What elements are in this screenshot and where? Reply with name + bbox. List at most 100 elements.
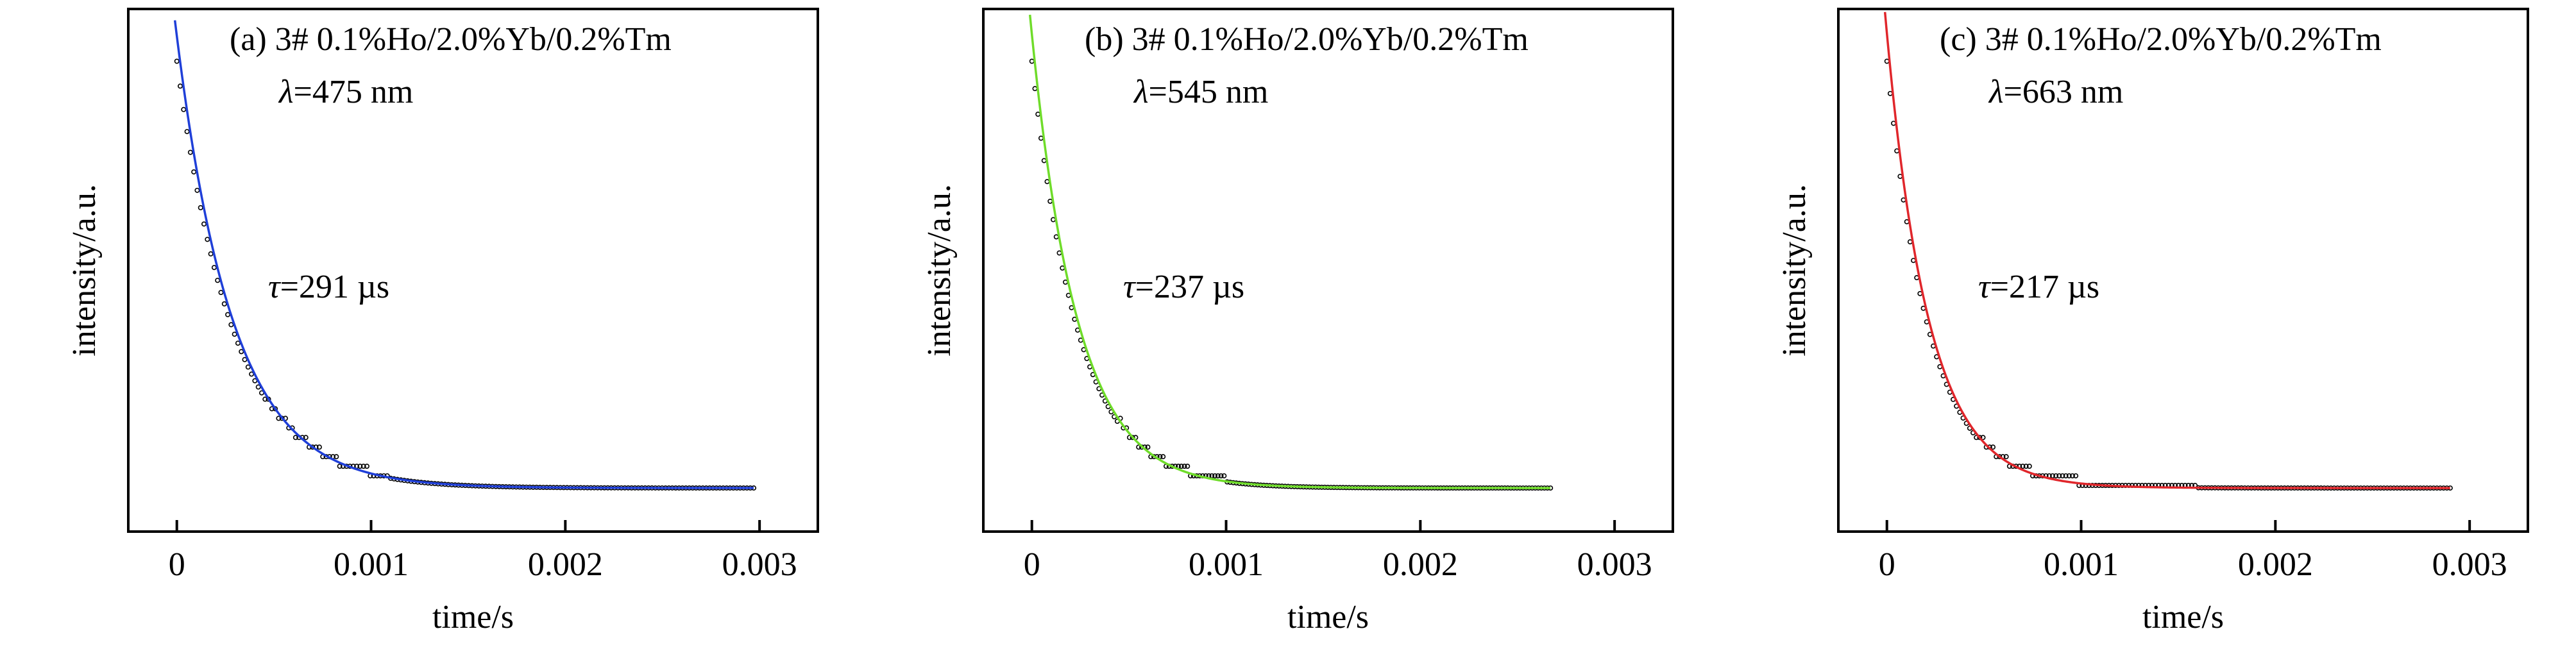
data-point: [225, 312, 231, 317]
data-point: [194, 187, 200, 193]
data-point: [232, 332, 237, 337]
tau-symbol: τ: [268, 269, 282, 305]
data-point: [1047, 198, 1053, 204]
data-point: [1145, 444, 1151, 450]
lambda-symbol: λ: [1988, 74, 2004, 110]
fit-curve: [1028, 14, 1551, 489]
x-tick-label: 0: [1879, 546, 1895, 583]
data-point: [2069, 473, 2075, 479]
data-point: [292, 435, 298, 441]
data-point: [174, 58, 180, 64]
data-point: [215, 278, 221, 283]
data-point: [1041, 158, 1047, 164]
data-point: [2063, 473, 2069, 479]
data-point: [1136, 444, 1142, 450]
data-point: [235, 340, 241, 346]
tau-value: =217 µs: [1990, 269, 2100, 305]
tau-symbol: τ: [1123, 269, 1137, 305]
data-point: [2066, 473, 2072, 479]
wavelength-annotation: λ=475 nm: [278, 74, 413, 110]
data-point: [310, 444, 316, 450]
x-axis-label: time/s: [432, 599, 514, 635]
data-point: [1997, 454, 2003, 460]
x-tick-label: 0.001: [334, 546, 409, 583]
data-point: [184, 129, 190, 135]
data-point: [2020, 464, 2026, 469]
x-tick-label: 0.002: [1383, 546, 1458, 583]
data-point: [218, 290, 224, 296]
x-axis-label: time/s: [1287, 599, 1369, 635]
data-point: [1160, 454, 1166, 460]
data-point: [1185, 464, 1191, 469]
data-point: [208, 251, 214, 256]
y-axis-label: intensity/a.u.: [921, 184, 958, 357]
panel-title: (b) 3# 0.1%Ho/2.0%Yb/0.2%Tm: [1085, 21, 1529, 58]
data-point: [1035, 112, 1041, 117]
decay-panel: 0 0.001 0.002 0.003 time/s intensity/a.u. (c) …: [1776, 8, 2529, 635]
data-point: [2060, 473, 2065, 479]
decay-panel: 0 0.001 0.002 0.003 time/s intensity/a.u. (a) …: [66, 8, 819, 635]
data-point: [1212, 473, 1218, 479]
lambda-symbol: λ: [278, 74, 294, 110]
wavelength-annotation: λ=663 nm: [1988, 74, 2123, 110]
data-point: [201, 221, 207, 227]
wavelength-value: =663 nm: [2004, 74, 2124, 110]
data-point: [211, 265, 217, 271]
data-point: [273, 406, 278, 412]
data-point: [191, 169, 197, 175]
data-point: [1977, 435, 1983, 441]
data-point: [1218, 473, 1224, 479]
data-point: [1029, 58, 1035, 64]
data-point: [360, 464, 366, 469]
lambda-symbol: λ: [1133, 74, 1149, 110]
data-point: [337, 464, 343, 469]
data-point: [2053, 473, 2059, 479]
y-axis-label: intensity/a.u.: [66, 184, 103, 357]
tau-value: =237 µs: [1135, 269, 1245, 305]
data-point: [334, 454, 339, 460]
data-point: [177, 83, 183, 89]
data-point: [2073, 473, 2079, 479]
data-point: [1044, 179, 1050, 185]
tau-annotation: τ=291 µs: [268, 269, 389, 305]
data-point: [2056, 473, 2062, 479]
fit-curve: [173, 20, 754, 489]
data-point: [1182, 464, 1187, 469]
data-point: [262, 396, 268, 402]
data-point: [2026, 464, 2032, 469]
tau-annotation: τ=217 µs: [1978, 269, 2099, 305]
data-point: [187, 149, 193, 155]
wavelength-value: =545 nm: [1149, 74, 1269, 110]
data-point: [276, 416, 282, 421]
data-point: [2003, 454, 2009, 460]
data-point: [357, 464, 363, 469]
measured-series: [1029, 58, 1554, 491]
data-point: [2049, 473, 2055, 479]
data-point: [198, 205, 203, 210]
plot-frame: [982, 8, 1674, 533]
tau-value: =291 µs: [280, 269, 390, 305]
fit-curve: [1883, 12, 2450, 489]
decay-panel: 0 0.001 0.002 0.003 time/s intensity/a.u. (b) …: [921, 8, 1674, 635]
data-point: [1215, 473, 1221, 479]
x-tick-label: 0: [169, 546, 185, 583]
data-point: [228, 322, 234, 328]
data-point: [1038, 135, 1044, 141]
wavelength-annotation: λ=545 nm: [1133, 74, 1268, 110]
data-point: [364, 464, 369, 469]
data-point: [221, 301, 227, 307]
x-tick-label: 0.002: [528, 546, 603, 583]
plot-frame: [1837, 8, 2529, 533]
plot-frame: [127, 8, 819, 533]
data-point: [2023, 464, 2029, 469]
tau-annotation: τ=237 µs: [1123, 269, 1244, 305]
x-tick-label: 0.001: [1189, 546, 1264, 583]
y-axis-label: intensity/a.u.: [1776, 184, 1813, 357]
x-tick-label: 0.003: [1577, 546, 1652, 583]
data-point: [1221, 473, 1227, 479]
tau-symbol: τ: [1978, 269, 1992, 305]
x-tick-label: 0: [1024, 546, 1040, 583]
data-point: [1032, 86, 1038, 92]
measured-series: [174, 58, 757, 491]
